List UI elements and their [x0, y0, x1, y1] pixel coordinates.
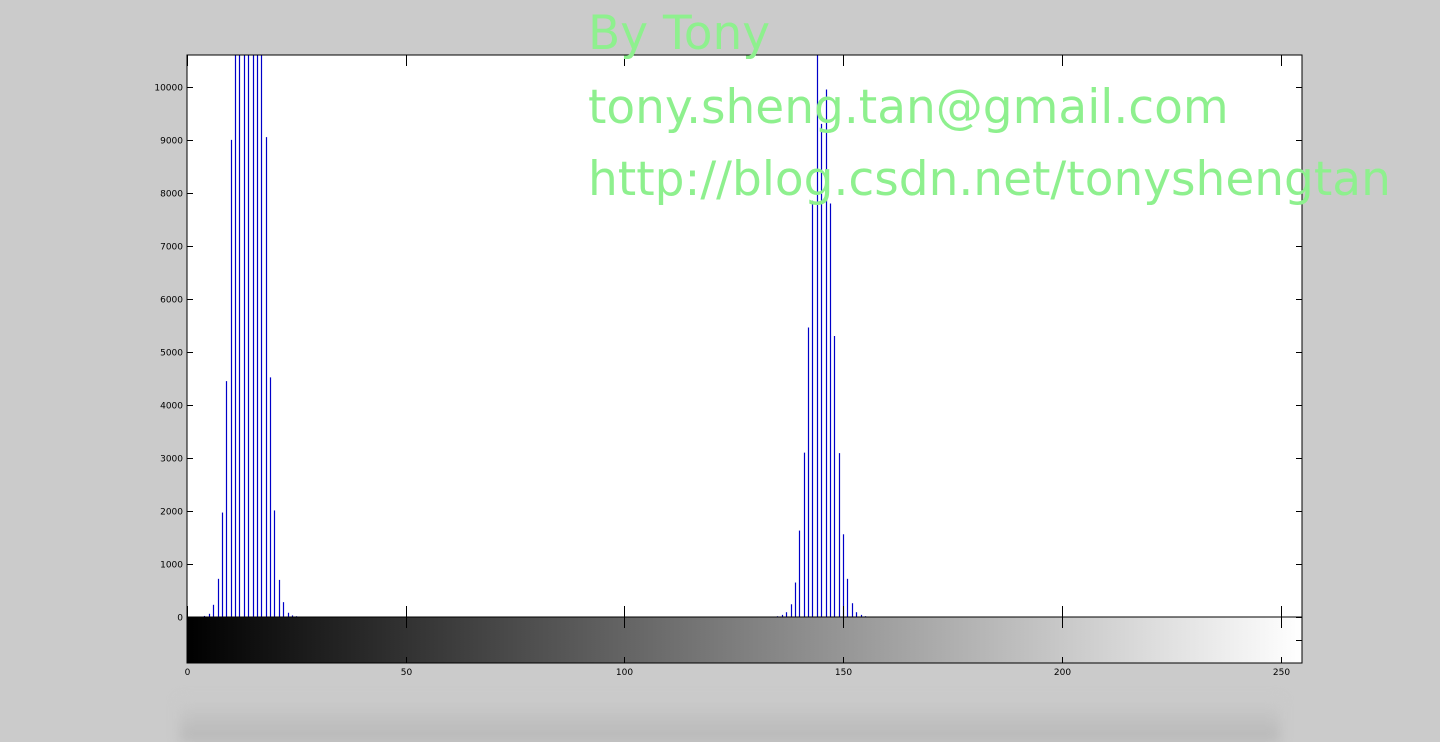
x-tick-label: 150: [835, 668, 852, 678]
x-tick-label: 200: [1054, 668, 1071, 678]
watermark-email: tony.sheng.tan@gmail.com: [588, 80, 1229, 135]
watermark-url: http://blog.csdn.net/tonyshengtan: [588, 152, 1391, 207]
x-tick-label: 50: [401, 668, 413, 678]
y-tick-label: 9000: [160, 137, 183, 147]
grayscale-colorbar: [187, 617, 1302, 663]
y-tick-label: 1000: [160, 561, 183, 571]
plot-area: [187, 55, 1302, 617]
x-tick-label: 250: [1273, 668, 1290, 678]
y-tick-label: 4000: [160, 402, 183, 412]
y-tick-label: 0: [177, 614, 183, 624]
y-tick-label: 7000: [160, 243, 183, 253]
y-tick-label: 5000: [160, 349, 183, 359]
ticks-layer: [187, 55, 1302, 663]
y-tick-label: 10000: [154, 84, 183, 94]
y-tick-label: 6000: [160, 296, 183, 306]
y-tick-label: 3000: [160, 455, 183, 465]
x-tick-label: 100: [616, 668, 633, 678]
y-tick-label: 8000: [160, 190, 183, 200]
y-tick-label: 2000: [160, 508, 183, 518]
x-tick-label: 0: [185, 668, 191, 678]
colorbar-frame: [186, 616, 1303, 664]
tick-labels-layer: 0100020003000400050006000700080009000100…: [154, 84, 1290, 679]
bars-layer: [199, 55, 871, 617]
figure-shadow: [180, 700, 1280, 742]
watermark-author: By Tony: [588, 6, 771, 61]
